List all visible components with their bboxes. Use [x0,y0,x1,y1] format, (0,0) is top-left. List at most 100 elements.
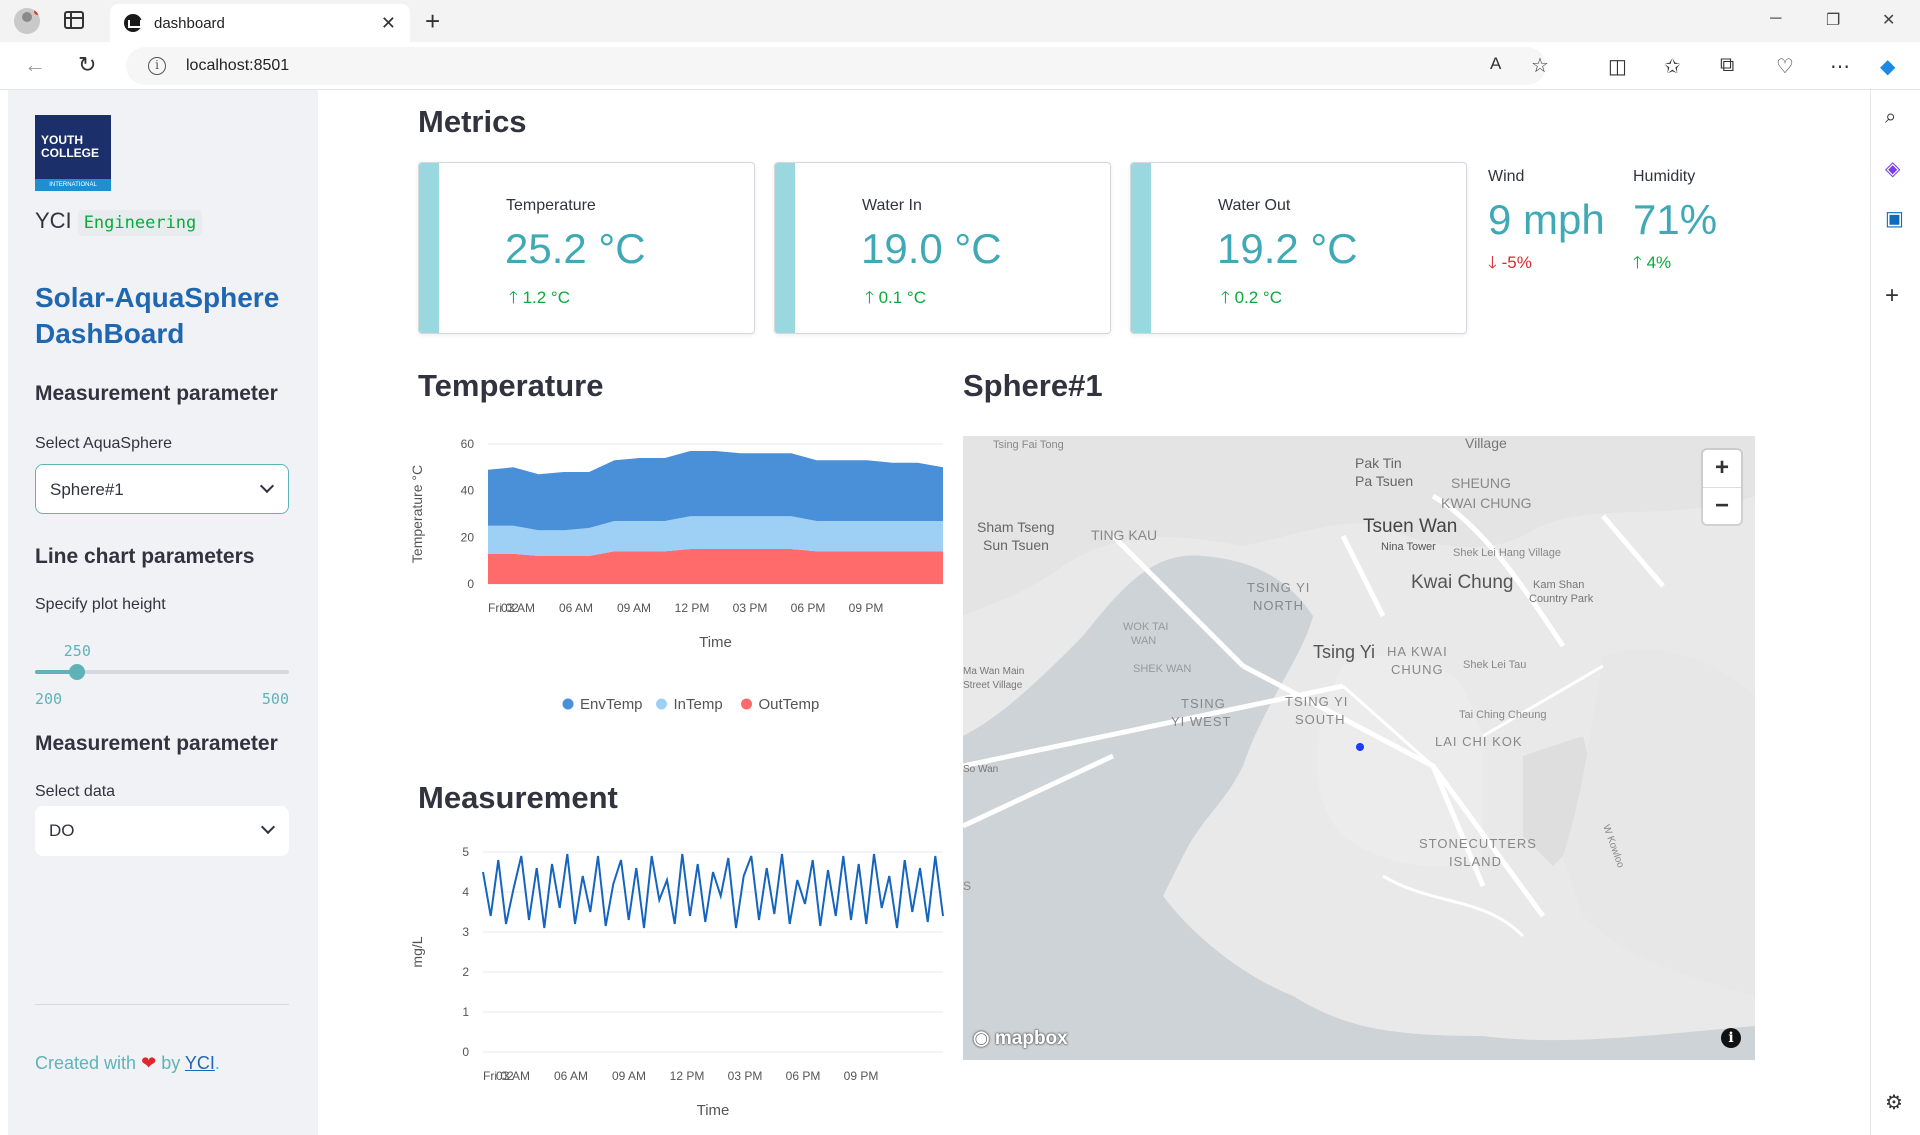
url-text[interactable]: localhost:8501 [186,57,290,74]
arrow-up-icon: 🡑 [509,288,518,307]
search-icon[interactable]: ⌕ [1885,106,1897,128]
metric-delta: 🡑 0.2 °C [1221,285,1282,314]
y-axis-label: Temperature °C [409,465,425,563]
metric-delta: 🡑 4% [1633,250,1717,279]
map-place-label: TING KAU [1091,527,1157,543]
metric-card-water-out: Water Out 19.2 °C 🡑 0.2 °C [1130,162,1467,334]
metric-delta: 🡑 0.1 °C [865,285,926,314]
section-heading-measurement: Measurement parameter [35,382,278,405]
credit-line: Created with ❤ by YCI. [35,1053,220,1074]
x-tick-label: 06 AM [559,601,593,615]
map-place-label: Pa Tsuen [1355,473,1413,489]
logo-line-2: COLLEGE [41,146,100,160]
arrow-up-icon: 🡑 [865,288,874,307]
add-sidebar-icon[interactable]: + [1885,282,1900,309]
settings-gear-icon[interactable]: ⚙ [1885,1092,1903,1114]
close-tab-icon[interactable]: ✕ [380,13,396,33]
site-info-icon[interactable]: i [148,57,166,75]
y-tick-label: 4 [462,885,469,899]
minimize-icon[interactable]: ─ [1770,10,1782,27]
arrow-down-icon: 🡓 [1488,253,1497,272]
slider-thumb[interactable] [69,664,86,680]
y-tick-label: 60 [461,437,475,451]
y-tick-label: 2 [462,965,469,979]
back-icon[interactable]: ← [24,52,46,77]
map-canvas[interactable] [963,436,1755,1060]
sidebar-divider [35,1004,289,1005]
outlook-icon[interactable]: ▣ [1885,208,1904,230]
sea-area [963,555,1755,1060]
browser-essentials-icon[interactable]: ♡ [1776,56,1794,78]
restore-icon[interactable]: ❐ [1826,12,1841,29]
metric-label: Water In [862,197,922,214]
data-select-value: DO [49,821,75,840]
y-tick-label: 0 [462,1045,469,1059]
x-tick-label: 09 PM [844,1069,879,1083]
more-options-icon[interactable]: ⋯ [1830,56,1850,78]
map-place-label: WOK TAI [1123,621,1168,633]
metric-delta-value: 0.2 °C [1234,288,1283,307]
mapbox-logo[interactable]: ◉ mapbox [973,1027,1068,1050]
favorites-icon[interactable]: ✩ [1664,56,1681,78]
metric-delta-value: 0.1 °C [878,288,927,307]
copilot-sidebar-icon[interactable]: ◈ [1885,158,1901,180]
mapbox-logo-icon: ◉ [973,1028,990,1049]
secondary-roads [1342,664,1604,938]
map-place-label: SHEUNG [1451,475,1511,491]
slider-track[interactable] [35,670,289,674]
edge-sidebar: ⌕ ◈ ▣ + ⚙ [1870,90,1920,1135]
metric-card-temperature: Temperature 25.2 °C 🡑 1.2 °C [418,162,755,334]
copilot-icon[interactable]: ◆ [1880,56,1896,78]
metric-label: Humidity [1633,168,1696,185]
workspaces-icon[interactable] [64,11,84,29]
select-sphere-label: Select AquaSphere [35,435,172,452]
brand-name: YCI [35,208,72,233]
slider-min: 200 [35,690,63,708]
data-select[interactable]: DO [35,806,289,856]
map-place-label: Kwai Chung [1411,572,1513,593]
profile-avatar-icon[interactable] [14,8,40,34]
sphere-location-marker[interactable] [1356,743,1364,751]
sphere-select[interactable]: Sphere#1 [35,464,289,514]
map-place-label: Sham Tseng [977,519,1055,535]
map-place-label: S [963,879,971,893]
new-tab-icon[interactable]: + [425,6,441,36]
browser-tab[interactable]: dashboard ✕ [110,4,410,42]
credit-link[interactable]: YCI [184,1053,215,1073]
omnibox[interactable]: i localhost:8501 A ☆ [126,47,1549,85]
map-labels: Tsing Fai Tong Village Pak Tin Pa Tsuen SHEU… [963,436,1626,893]
map-place-label: SHEK WAN [1133,663,1191,675]
collections-icon[interactable]: ⧉ [1720,54,1735,76]
metric-label: Water Out [1218,197,1291,214]
map-attribution-info-icon[interactable]: i [1721,1028,1741,1048]
read-aloud-icon[interactable]: A [1490,54,1502,73]
zoom-out-button[interactable]: − [1703,487,1741,524]
metric-delta-value: 4% [1646,253,1672,272]
sphere-map[interactable]: Tsing Fai Tong Village Pak Tin Pa Tsuen SHEU… [963,436,1755,1060]
map-place-label: Sun Tsuen [983,537,1049,553]
zoom-in-button[interactable]: + [1714,454,1729,481]
favorite-star-icon[interactable]: ☆ [1531,55,1549,77]
refresh-icon[interactable]: ↻ [78,52,97,77]
select-data-label: Select data [35,783,116,800]
legend-swatch-envtemp [562,698,574,710]
x-tick-label: 12 PM [670,1069,705,1083]
y-tick-label: 0 [467,577,474,591]
split-screen-icon[interactable]: ◫ [1608,56,1627,78]
metric-card-water-in: Water In 19.0 °C 🡑 0.1 °C [774,162,1111,334]
x-tick-label: 06 PM [786,1069,821,1083]
section-heading-line-chart: Line chart parameters [35,545,255,568]
map-place-label: Ma Wan Main [963,666,1024,677]
metrics-heading: Metrics [418,104,527,139]
arrow-up-icon: 🡑 [1221,288,1230,307]
map-place-label: Nina Tower [1381,541,1436,553]
map-place-label: CHUNG [1391,662,1444,677]
plot-height-slider[interactable]: 250 200 500 [35,642,289,710]
map-place-label: Shek Lei Tau [1463,659,1526,671]
x-tick-label: 03 PM [728,1069,763,1083]
metric-stripe [1131,163,1151,333]
y-tick-label: 3 [462,925,469,939]
close-window-icon[interactable]: ✕ [1882,12,1896,29]
